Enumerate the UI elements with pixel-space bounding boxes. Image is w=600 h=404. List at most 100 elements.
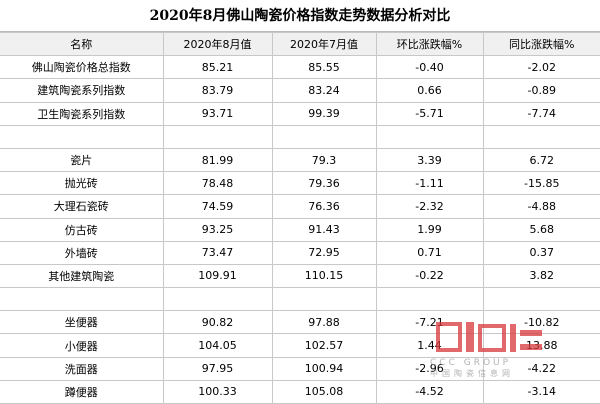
value-cell: 1.99 [375,217,484,242]
data-table: 名称 2020年8月值 2020年7月值 环比涨跌幅% 同比涨跌幅% 佛山陶瓷价格总指数 8… [0,31,600,404]
spacer-cell [0,124,164,149]
value-cell: 83.24 [271,78,377,103]
spacer-cell [162,287,273,312]
header-cell: 2020年8月值 [162,31,273,57]
spacer-row [0,124,600,149]
value-cell: 0.66 [375,78,484,103]
header-cell: 名称 [0,31,164,57]
value-cell: 97.95 [162,356,273,381]
data-row: 抛光砖 78.48 79.36 -1.11 -15.85 [0,171,600,196]
header-row: 名称 2020年8月值 2020年7月值 环比涨跌幅% 同比涨跌幅% [0,31,600,57]
value-cell: 3.82 [482,263,600,289]
value-cell: 104.05 [162,333,273,358]
row-name: 其他建筑陶瓷 [0,263,164,289]
spacer-cell [482,124,600,149]
value-cell: -1.11 [375,171,484,196]
value-cell: -10.82 [482,310,600,335]
value-cell: 100.33 [162,379,273,404]
value-cell: 100.94 [271,356,377,381]
data-row: 瓷片 81.99 79.3 3.39 6.72 [0,147,600,173]
value-cell: -4.22 [482,356,600,381]
header-cell: 2020年7月值 [271,31,377,57]
value-cell: 105.08 [271,379,377,404]
data-row: 建筑陶瓷系列指数 83.79 83.24 0.66 -0.89 [0,78,600,103]
value-cell: -4.52 [375,379,484,404]
data-row: 卫生陶瓷系列指数 93.71 99.39 -5.71 -7.74 [0,101,600,126]
value-cell: -0.40 [375,55,484,80]
value-cell: 79.36 [271,171,377,196]
data-row: 小便器 104.05 102.57 1.44 13.88 [0,333,600,358]
value-cell: -2.96 [375,356,484,381]
value-cell: -0.22 [375,263,484,289]
data-row: 蹲便器 100.33 105.08 -4.52 -3.14 [0,379,600,404]
value-cell: -0.89 [482,78,600,103]
value-cell: 83.79 [162,78,273,103]
value-cell: 5.68 [482,217,600,242]
row-name: 蹲便器 [0,379,164,404]
value-cell: 76.36 [271,194,377,219]
value-cell: 91.43 [271,217,377,242]
row-name: 外墙砖 [0,240,164,265]
row-name: 仿古砖 [0,217,164,242]
value-cell: 102.57 [271,333,377,358]
value-cell: 85.21 [162,55,273,80]
header-cell: 环比涨跌幅% [375,31,484,57]
spacer-cell [162,124,273,149]
value-cell: -5.71 [375,101,484,126]
value-cell: -15.85 [482,171,600,196]
data-row: 其他建筑陶瓷 109.91 110.15 -0.22 3.82 [0,263,600,289]
value-cell: 93.71 [162,101,273,126]
value-cell: 109.91 [162,263,273,289]
table-body: 名称 2020年8月值 2020年7月值 环比涨跌幅% 同比涨跌幅% 佛山陶瓷价格总指数 8… [0,31,600,404]
row-name: 大理石瓷砖 [0,194,164,219]
value-cell: 73.47 [162,240,273,265]
spacer-cell [375,287,484,312]
value-cell: 6.72 [482,147,600,173]
value-cell: 0.37 [482,240,600,265]
value-cell: 79.3 [271,147,377,173]
row-name: 洗面器 [0,356,164,381]
data-row: 佛山陶瓷价格总指数 85.21 85.55 -0.40 -2.02 [0,55,600,80]
value-cell: 99.39 [271,101,377,126]
value-cell: 81.99 [162,147,273,173]
row-name: 卫生陶瓷系列指数 [0,101,164,126]
row-name: 建筑陶瓷系列指数 [0,78,164,103]
value-cell: 13.88 [482,333,600,358]
value-cell: -4.88 [482,194,600,219]
spacer-cell [271,124,377,149]
value-cell: -7.21 [375,310,484,335]
header-cell: 同比涨跌幅% [482,31,600,57]
value-cell: 93.25 [162,217,273,242]
data-row: 洗面器 97.95 100.94 -2.96 -4.22 [0,356,600,381]
spacer-cell [375,124,484,149]
data-row: 仿古砖 93.25 91.43 1.99 5.68 [0,217,600,242]
row-name: 佛山陶瓷价格总指数 [0,55,164,80]
spacer-cell [482,287,600,312]
title: 2020年8月佛山陶瓷价格指数走势数据分析对比 [0,0,600,32]
value-cell: -2.02 [482,55,600,80]
value-cell: -7.74 [482,101,600,126]
row-name: 抛光砖 [0,171,164,196]
value-cell: -2.32 [375,194,484,219]
data-row: 外墙砖 73.47 72.95 0.71 0.37 [0,240,600,265]
row-name: 坐便器 [0,310,164,335]
data-row: 大理石瓷砖 74.59 76.36 -2.32 -4.88 [0,194,600,219]
value-cell: 78.48 [162,171,273,196]
value-cell: 110.15 [271,263,377,289]
value-cell: 3.39 [375,147,484,173]
spacer-row [0,287,600,312]
spacer-cell [0,287,164,312]
data-row: 坐便器 90.82 97.88 -7.21 -10.82 [0,310,600,335]
row-name: 小便器 [0,333,164,358]
value-cell: -3.14 [482,379,600,404]
row-name: 瓷片 [0,147,164,173]
value-cell: 1.44 [375,333,484,358]
value-cell: 85.55 [271,55,377,80]
value-cell: 72.95 [271,240,377,265]
value-cell: 74.59 [162,194,273,219]
spacer-cell [271,287,377,312]
value-cell: 0.71 [375,240,484,265]
value-cell: 97.88 [271,310,377,335]
value-cell: 90.82 [162,310,273,335]
